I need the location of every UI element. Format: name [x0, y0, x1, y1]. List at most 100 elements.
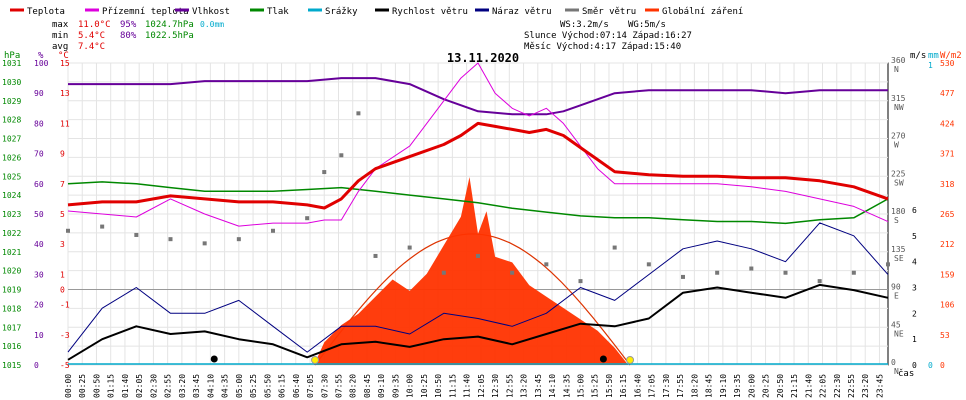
- tick-label-x: 02:55: [164, 374, 173, 398]
- tick-label-x: 21:15: [790, 374, 799, 398]
- tick-label-x: 16:15: [619, 374, 628, 398]
- tick-label-x: 04:35: [221, 374, 230, 398]
- tick-label-x: 08:20: [349, 374, 358, 398]
- tick-label-degc: 3: [60, 240, 65, 249]
- tick-label-hpa: 1027: [2, 135, 21, 144]
- tick-label-x: 10:25: [420, 374, 429, 398]
- moonset-marker: [599, 355, 607, 363]
- tick-label-hpa: 1030: [2, 78, 21, 87]
- tick-label-dir-deg: 45: [891, 320, 901, 329]
- tick-label-hpa: 1017: [2, 323, 21, 332]
- tick-label-degc: 5: [60, 210, 65, 219]
- tick-label-degc: 1: [60, 270, 65, 279]
- legend-item-vlhkost: Vlhkost: [175, 7, 230, 17]
- tick-label-x: 20:25: [762, 374, 771, 398]
- tick-label-wm2: 424: [940, 119, 955, 128]
- tick-label-hpa: 1024: [2, 191, 21, 200]
- tick-label-dir-deg: 315: [891, 94, 906, 103]
- tick-label-hpa: 1018: [2, 304, 21, 313]
- tick-label-x: 16:40: [633, 374, 642, 398]
- tick-label-hpa: 1025: [2, 172, 21, 181]
- legend-item-srazky: Srážky: [308, 7, 358, 17]
- legend-label: Teplota: [27, 7, 65, 17]
- tick-label-x: 03:20: [178, 374, 187, 398]
- wind-direction-point: [168, 237, 173, 242]
- tick-label-x: 06:40: [292, 374, 301, 398]
- stats-max-hum: 95%: [120, 20, 137, 30]
- info-wg: WG:5m/s: [628, 20, 666, 30]
- wind-direction-point: [373, 253, 378, 258]
- tick-label-x: 12:30: [491, 374, 500, 398]
- tick-label-degc: 13: [60, 89, 70, 98]
- tick-label-wm2: 265: [940, 210, 955, 219]
- legend-item-teplota: Teplota: [10, 7, 65, 17]
- tick-label-x: 12:05: [477, 374, 486, 398]
- tick-label-x: 10:50: [434, 374, 443, 398]
- tick-label-x: 20:00: [747, 374, 756, 398]
- tick-label-dir-deg: 0: [891, 358, 896, 367]
- tick-label-hpa: 1016: [2, 342, 21, 351]
- wind-direction-point: [271, 228, 275, 233]
- tick-label-ms: 0: [912, 361, 917, 370]
- tick-label-wm2: 318: [940, 180, 955, 189]
- series-tlak: [67, 181, 889, 225]
- tick-label-ms: 6: [912, 206, 917, 215]
- tick-label-x: 18:45: [705, 374, 714, 398]
- tick-label-x: 02:05: [135, 374, 144, 398]
- tick-label-dir: N: [894, 65, 899, 74]
- tick-label-x: 13:45: [534, 374, 543, 398]
- legend-label: Náraz větru: [492, 7, 552, 17]
- stats-min-hum: 80%: [120, 31, 137, 41]
- tick-label-pct: 60: [34, 180, 44, 189]
- tick-label-hpa: 1019: [2, 286, 21, 295]
- legend: Teplota Přízemní teplota Vlhkost Tlak Sr…: [10, 7, 743, 17]
- wind-direction-point: [578, 279, 583, 284]
- stats-max-rain: 0.0mm: [200, 20, 224, 29]
- tick-label-ms: 1: [912, 335, 917, 344]
- legend-item-prizemni-teplota: Přízemní teplota: [85, 7, 189, 17]
- tick-label-wm2: 0: [940, 361, 945, 370]
- wind-direction-point: [681, 274, 685, 279]
- tick-label-x: 06:15: [278, 374, 287, 398]
- tick-label-hpa: 1028: [2, 116, 21, 125]
- wind-direction-point: [356, 111, 361, 116]
- legend-label: Vlhkost: [192, 7, 230, 17]
- wind-direction-point: [305, 216, 310, 221]
- axis-ticks: 1015101610171018101910201021102210231024…: [2, 56, 955, 398]
- tick-label-x: 00:50: [92, 374, 101, 398]
- tick-label-dir: SW: [894, 178, 904, 187]
- tick-label-hpa: 1021: [2, 248, 21, 257]
- tick-label-x: 01:15: [107, 374, 116, 398]
- wind-direction-point: [544, 262, 549, 267]
- stats-min-label: min: [52, 31, 68, 41]
- tick-label-x: 02:30: [149, 374, 158, 398]
- stats-max-label: max: [52, 20, 69, 30]
- legend-label: Přízemní teplota: [102, 7, 189, 17]
- tick-label-dir: N: [894, 367, 899, 376]
- tick-label-mm: 0: [928, 361, 933, 370]
- wind-direction-point: [886, 262, 890, 267]
- tick-label-x: 14:35: [562, 374, 571, 398]
- wind-direction-point: [407, 245, 412, 250]
- stats-avg-temp: 7.4°C: [78, 42, 105, 52]
- series-teplota: [67, 121, 889, 210]
- wind-direction-point: [817, 279, 822, 284]
- wind-direction-point: [749, 266, 754, 271]
- wind-direction-point: [612, 245, 617, 250]
- series-globalni-zareni: [314, 177, 629, 365]
- tick-label-x: 18:20: [690, 374, 699, 398]
- legend-item-naraz-vetru: Náraz větru: [475, 7, 552, 17]
- wind-direction-point: [100, 224, 105, 229]
- legend-item-globalni-zareni: Globální záření: [645, 7, 743, 17]
- tick-label-dir-deg: 180: [891, 207, 906, 216]
- wind-direction-point: [202, 241, 207, 246]
- stats-min-temp: 5.4°C: [78, 31, 105, 41]
- tick-label-degc: 9: [60, 150, 65, 159]
- unit-degc: °C: [58, 51, 69, 61]
- tick-label-x: 15:25: [591, 374, 600, 398]
- wind-direction-point: [322, 170, 327, 175]
- tick-label-pct: 70: [34, 150, 44, 159]
- tick-label-x: 17:55: [676, 374, 685, 398]
- legend-label: Rychlost větru: [392, 7, 468, 17]
- tick-label-dir-deg: 360: [891, 56, 906, 65]
